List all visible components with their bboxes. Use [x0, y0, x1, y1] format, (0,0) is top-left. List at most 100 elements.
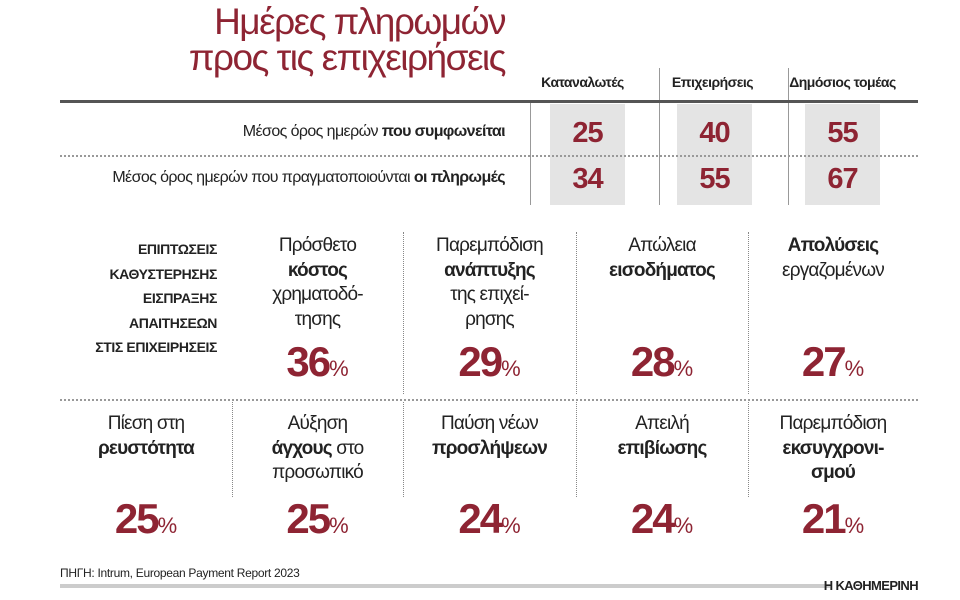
- grid-divider: [60, 399, 918, 401]
- row-label-part: που συμφωνείται: [381, 123, 506, 140]
- impact-label-part: ρησης: [465, 308, 515, 330]
- percent-sign: %: [329, 513, 349, 538]
- impact-percentage: 29%: [403, 338, 576, 386]
- impact-label-part: εργαζομένων: [782, 259, 885, 281]
- impact-label-part: προσωπικό: [272, 462, 364, 483]
- impact-label-line: άγχους στο: [232, 437, 403, 462]
- impact-cell: Αύξηση άγχους στο προσωπικό: [232, 412, 403, 486]
- impact-heading-line: ΕΙΣΠΡΑΞΗΣ: [142, 290, 217, 306]
- impact-label-line: Απειλή: [576, 412, 748, 437]
- impact-heading-line: ΣΤΙΣ ΕΠΙΧΕΙΡΗΣΕΙΣ: [95, 339, 217, 355]
- impact-label-line: προσωπικό: [232, 461, 403, 486]
- impact-cell: Απειλή επιβίωσης: [576, 412, 748, 461]
- value-box: [805, 104, 880, 205]
- impact-label-line: κόστος: [232, 259, 403, 284]
- impact-label-part: προσλήψεων: [431, 437, 548, 459]
- impact-label-part: εισοδήματος: [609, 259, 716, 281]
- percentage-value: 21: [801, 495, 847, 542]
- impact-label-line: εκσυγχρονι-: [748, 437, 918, 462]
- grid-divider: [576, 232, 577, 394]
- impact-label-line: Αύξηση: [232, 412, 403, 437]
- header-rule: [60, 100, 918, 103]
- impact-label-line: Απώλεια: [576, 234, 748, 259]
- column-divider: [659, 68, 660, 205]
- percent-sign: %: [844, 356, 865, 381]
- impact-label-line: της επιχεί-: [403, 283, 576, 308]
- impact-cell: Απολύσεις εργαζομένων: [748, 234, 918, 283]
- impact-label-line: χρηματοδό-: [232, 283, 403, 308]
- row-label-part: Μέσος όρος ημερών: [242, 123, 382, 140]
- impact-label-line: Απολύσεις: [748, 234, 918, 259]
- impact-cell: Παρεμπόδιση ανάπτυξης της επιχεί-ρησης: [403, 234, 576, 332]
- impact-heading-line: ΚΑΘΥΣΤΕΡΗΣΗΣ: [109, 265, 217, 282]
- impact-label-part: Αύξηση: [287, 413, 348, 434]
- impact-label-line: ρησης: [403, 308, 576, 333]
- impact-label-line: ρευστότητα: [60, 437, 232, 462]
- value-box: [550, 104, 625, 205]
- impact-label-part: εκσυγχρονι-: [782, 437, 884, 459]
- row-label: Μέσος όρος ημερών που πραγματοποιούνται …: [112, 169, 505, 187]
- percentage-value: 25: [286, 495, 331, 542]
- column-header-public-sector: Δημόσιος τομέας: [789, 74, 896, 90]
- impact-label-part: Παρεμπόδιση: [779, 413, 888, 434]
- percentage-value: 24: [630, 495, 676, 542]
- impact-percentage: 36%: [232, 338, 403, 386]
- percent-sign: %: [329, 356, 349, 381]
- title-line-1: Ημέρες πληρωμών: [214, 1, 506, 42]
- row-label: Μέσος όρος ημερών που συμφωνείται: [242, 123, 506, 141]
- percentage-value: 36: [286, 338, 331, 385]
- impact-label-part: χρηματοδό-: [272, 284, 363, 305]
- label-divider: [530, 103, 531, 205]
- grid-divider: [403, 402, 404, 497]
- percentage-value: 24: [458, 495, 503, 542]
- percent-sign: %: [844, 513, 865, 538]
- impact-percentage: 21%: [748, 495, 918, 543]
- row-label-part: Μέσος όρος ημερών που πραγματοποιούνται: [112, 169, 414, 186]
- impact-cell: Παύση νέων προσλήψεων: [403, 412, 576, 461]
- logo: Η ΚΑΘΗΜΕΡΙΝΗ: [823, 578, 919, 593]
- impact-label-part: της επιχεί-: [450, 284, 529, 305]
- impact-label-part: Πρόσθετο: [278, 235, 357, 256]
- impact-label-line: Παρεμπόδιση: [748, 412, 918, 437]
- impact-label-part: κόστος: [287, 259, 348, 281]
- table-value: 55: [699, 163, 730, 195]
- impact-heading-line: ΕΠΙΠΤΩΣΕΙΣ: [137, 241, 217, 257]
- impact-label-part: Απειλή: [635, 413, 690, 434]
- footer-bar: [60, 584, 830, 588]
- column-divider: [788, 68, 789, 205]
- impact-label-line: Παύση νέων: [403, 412, 576, 437]
- percent-sign: %: [501, 513, 521, 538]
- impact-label-line: Παρεμπόδιση: [403, 234, 576, 259]
- impact-label-part: τησης: [294, 308, 341, 330]
- grid-divider: [576, 402, 577, 497]
- grid-divider: [232, 402, 233, 497]
- impact-label-part: ανάπτυξης: [444, 259, 536, 281]
- impact-label-part: επιβίωσης: [617, 437, 707, 459]
- impact-label-part: στο: [331, 437, 364, 459]
- impact-percentage: 24%: [403, 495, 576, 543]
- impact-label-line: ανάπτυξης: [403, 259, 576, 284]
- title-line-2: προς τις επιχειρήσεις: [188, 37, 507, 78]
- table-value: 55: [827, 117, 858, 149]
- percentage-value: 29: [458, 338, 503, 385]
- impact-percentage: 28%: [576, 338, 748, 386]
- impact-percentage: 27%: [748, 338, 918, 386]
- impact-label-line: τησης: [232, 308, 403, 333]
- percent-sign: %: [157, 513, 178, 538]
- percentage-value: 27: [801, 338, 847, 385]
- impact-label-part: Απολύσεις: [787, 235, 879, 256]
- source-note: ΠΗΓΗ: Intrum, European Payment Report 20…: [60, 566, 300, 580]
- value-box: [677, 104, 752, 205]
- impact-cell: Παρεμπόδιση εκσυγχρονι-σμού: [748, 412, 918, 486]
- impact-percentage: 24%: [576, 495, 748, 543]
- impact-cell: Απώλεια εισοδήματος: [576, 234, 748, 283]
- table-value: 40: [699, 117, 730, 149]
- impact-label-line: σμού: [748, 461, 918, 486]
- impact-label-part: σμού: [810, 462, 856, 483]
- impact-percentage: 25%: [232, 495, 403, 543]
- table-value: 67: [827, 163, 858, 195]
- row-label-part: οι πληρωμές: [413, 169, 506, 186]
- impact-label-line: εργαζομένων: [748, 259, 918, 284]
- impact-percentage: 25%: [60, 495, 232, 543]
- percent-sign: %: [673, 513, 694, 538]
